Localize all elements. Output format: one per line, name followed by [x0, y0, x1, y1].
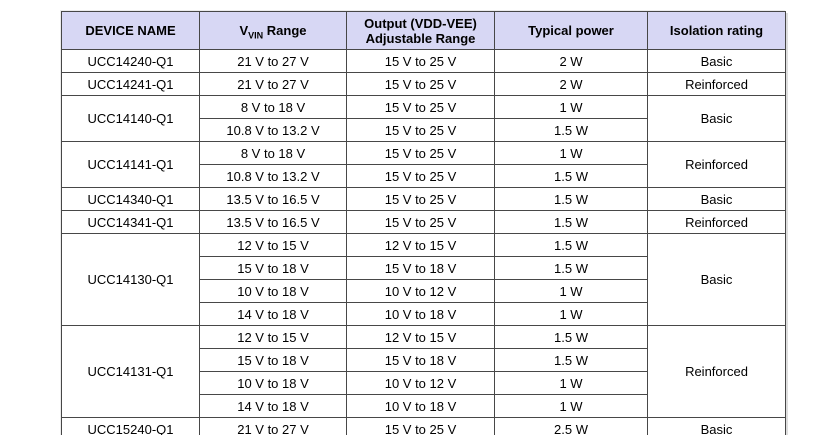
cell-power: 1.5 W: [494, 187, 648, 211]
table-row: UCC14140-Q1 8 V to 18 V 15 V to 25 V 1 W…: [61, 95, 786, 142]
cell-output-range: 15 V to 25 V: [346, 49, 495, 73]
vin-symbol: V: [239, 23, 249, 38]
cell-vin-range: 12 V to 15 V: [199, 233, 347, 257]
table-row: 10 V to 18 V 10 V to 12 V 1 W: [62, 371, 786, 395]
header-vin-range: VVIN Range: [199, 11, 347, 50]
cell-output-range: 15 V to 25 V: [346, 72, 495, 96]
cell-power: 1.5 W: [494, 118, 648, 142]
cell-vin-range: 14 V to 18 V: [199, 302, 347, 326]
cell-output-range: 12 V to 15 V: [346, 233, 495, 257]
cell-output-range: 15 V to 25 V: [346, 210, 495, 234]
cell-isolation: Basic: [647, 187, 786, 211]
cell-power: 2 W: [494, 49, 648, 73]
cell-power: 1 W: [494, 394, 648, 418]
header-device-name: DEVICE NAME: [61, 11, 200, 50]
cell-device: UCC14131-Q1: [61, 325, 200, 418]
device-spec-table: DEVICE NAME VVIN Range Output (VDD-VEE) …: [61, 11, 786, 435]
cell-vin-range: 21 V to 27 V: [199, 417, 347, 435]
output-header-line2: Adjustable Range: [365, 30, 476, 46]
cell-isolation: Basic: [647, 417, 786, 435]
cell-power: 2.5 W: [494, 417, 648, 435]
table-row: UCC14130-Q1 12 V to 15 V 12 V to 15 V 1.…: [61, 233, 786, 326]
table-row: 10.8 V to 13.2 V 15 V to 25 V 1.5 W: [62, 118, 786, 142]
cell-power: 1 W: [494, 141, 648, 165]
cell-device: UCC14340-Q1: [61, 187, 200, 211]
cell-device: UCC14130-Q1: [61, 233, 200, 326]
cell-vin-range: 21 V to 27 V: [199, 49, 347, 73]
cell-power: 1.5 W: [494, 325, 648, 349]
cell-output-range: 15 V to 25 V: [346, 95, 495, 119]
cell-device: UCC15240-Q1: [61, 417, 200, 435]
cell-isolation: Basic: [647, 49, 786, 73]
cell-power: 1 W: [494, 95, 648, 119]
table-row: 14 V to 18 V 10 V to 18 V 1 W: [62, 394, 786, 418]
cell-output-range: 15 V to 25 V: [346, 141, 495, 165]
table-row: UCC14341-Q1 13.5 V to 16.5 V 15 V to 25 …: [61, 210, 786, 234]
cell-vin-range: 13.5 V to 16.5 V: [199, 210, 347, 234]
vin-subscript: VIN: [248, 30, 264, 41]
cell-device: UCC14140-Q1: [61, 95, 200, 142]
cell-power: 1.5 W: [494, 164, 648, 188]
cell-isolation: Reinforced: [647, 325, 786, 418]
cell-power: 1 W: [494, 279, 648, 303]
cell-vin-range: 10 V to 18 V: [199, 371, 347, 395]
cell-power: 1.5 W: [494, 256, 648, 280]
cell-isolation: Basic: [647, 233, 786, 326]
cell-vin-range: 13.5 V to 16.5 V: [199, 187, 347, 211]
cell-isolation: Reinforced: [647, 72, 786, 96]
cell-power: 1.5 W: [494, 233, 648, 257]
cell-isolation: Reinforced: [647, 141, 786, 188]
table-row: UCC15240-Q1 21 V to 27 V 15 V to 25 V 2.…: [61, 417, 786, 435]
cell-output-range: 15 V to 18 V: [346, 256, 495, 280]
cell-device: UCC14240-Q1: [61, 49, 200, 73]
table-row: 14 V to 18 V 10 V to 18 V 1 W: [62, 302, 786, 326]
cell-power: 1.5 W: [494, 348, 648, 372]
device-spec-table-container: DEVICE NAME VVIN Range Output (VDD-VEE) …: [61, 11, 786, 435]
cell-output-range: 15 V to 25 V: [346, 187, 495, 211]
cell-vin-range: 10.8 V to 13.2 V: [199, 118, 347, 142]
cell-device: UCC14141-Q1: [61, 141, 200, 188]
cell-output-range: 10 V to 12 V: [346, 371, 495, 395]
header-output-range: Output (VDD-VEE) Adjustable Range: [346, 11, 495, 50]
vin-range-label: Range: [263, 23, 307, 38]
cell-output-range: 15 V to 25 V: [346, 164, 495, 188]
table-row: UCC14131-Q1 12 V to 15 V 12 V to 15 V 1.…: [61, 325, 786, 418]
table-row: UCC14340-Q1 13.5 V to 16.5 V 15 V to 25 …: [61, 187, 786, 211]
cell-vin-range: 14 V to 18 V: [199, 394, 347, 418]
cell-vin-range: 8 V to 18 V: [199, 95, 347, 119]
cell-vin-range: 15 V to 18 V: [199, 256, 347, 280]
cell-vin-range: 12 V to 15 V: [199, 325, 347, 349]
cell-vin-range: 10.8 V to 13.2 V: [199, 164, 347, 188]
cell-output-range: 10 V to 18 V: [346, 302, 495, 326]
cell-device: UCC14341-Q1: [61, 210, 200, 234]
cell-output-range: 15 V to 25 V: [346, 417, 495, 435]
cell-vin-range: 15 V to 18 V: [199, 348, 347, 372]
cell-isolation: Reinforced: [647, 210, 786, 234]
table-row: UCC14141-Q1 8 V to 18 V 15 V to 25 V 1 W…: [61, 141, 786, 188]
cell-output-range: 12 V to 15 V: [346, 325, 495, 349]
cell-output-range: 10 V to 18 V: [346, 394, 495, 418]
cell-isolation: Basic: [647, 95, 786, 142]
cell-vin-range: 10 V to 18 V: [199, 279, 347, 303]
cell-power: 1 W: [494, 302, 648, 326]
header-row: DEVICE NAME VVIN Range Output (VDD-VEE) …: [61, 11, 786, 50]
cell-vin-range: 8 V to 18 V: [199, 141, 347, 165]
cell-power: 1 W: [494, 371, 648, 395]
cell-output-range: 15 V to 25 V: [346, 118, 495, 142]
header-isolation-rating: Isolation rating: [647, 11, 786, 50]
header-typical-power: Typical power: [494, 11, 648, 50]
cell-output-range: 10 V to 12 V: [346, 279, 495, 303]
cell-device: UCC14241-Q1: [61, 72, 200, 96]
cell-output-range: 15 V to 18 V: [346, 348, 495, 372]
table-row: 10 V to 18 V 10 V to 12 V 1 W: [62, 279, 786, 303]
cell-power: 2 W: [494, 72, 648, 96]
table-row: 15 V to 18 V 15 V to 18 V 1.5 W: [62, 348, 786, 372]
table-row: UCC14241-Q1 21 V to 27 V 15 V to 25 V 2 …: [61, 72, 786, 96]
cell-vin-range: 21 V to 27 V: [199, 72, 347, 96]
cell-power: 1.5 W: [494, 210, 648, 234]
table-row: 15 V to 18 V 15 V to 18 V 1.5 W: [62, 256, 786, 280]
table-row: UCC14240-Q1 21 V to 27 V 15 V to 25 V 2 …: [61, 49, 786, 73]
output-header-line1: Output (VDD-VEE): [364, 15, 477, 31]
